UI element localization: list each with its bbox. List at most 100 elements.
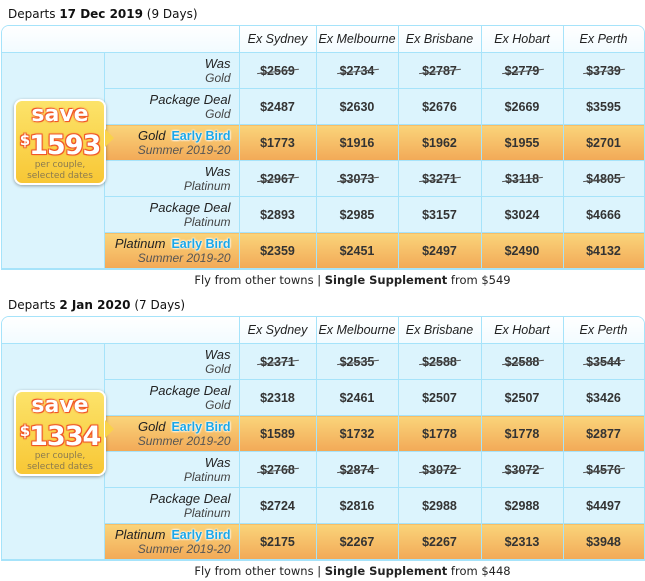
was-price: $2371: [260, 354, 295, 369]
price-cell[interactable]: $2359: [238, 232, 317, 269]
table-row: Gold Early Bird Summer 2019-20 $1773 $1916 $1…: [2, 124, 644, 161]
single-supplement-link[interactable]: Single Supplement: [324, 273, 448, 287]
price-cell[interactable]: $3948: [562, 523, 644, 560]
was-price: $2588: [422, 354, 457, 369]
price: $2701: [586, 135, 621, 150]
price-cell: $2371: [238, 343, 317, 380]
was-price: $2768: [260, 462, 295, 477]
price-cell[interactable]: $4666: [562, 196, 644, 233]
departure-title: Departs 2 Jan 2020 (7 Days): [8, 298, 186, 312]
departure-section: Departs 2 Jan 2020 (7 Days) Ex Sydney Ex …: [0, 294, 645, 581]
table-row: Platinum Early Bird Summer 2019-20 $2359 $24…: [2, 232, 644, 269]
price-cell[interactable]: $4497: [562, 487, 644, 524]
price-cell[interactable]: $2461: [315, 379, 399, 416]
fly-other-towns-link[interactable]: Fly from other towns: [194, 273, 314, 287]
column-header: Ex Perth: [562, 26, 644, 53]
price-cell[interactable]: $2985: [315, 196, 399, 233]
was-price: $4576: [586, 462, 621, 477]
price-cell[interactable]: $1778: [397, 415, 482, 452]
price-cell[interactable]: $2175: [238, 523, 317, 560]
price-cell[interactable]: $2318: [238, 379, 317, 416]
fare-label: Package Deal Gold: [103, 379, 240, 416]
price-cell[interactable]: $2451: [315, 232, 399, 269]
price-cell[interactable]: $3595: [562, 88, 644, 125]
table-row: Gold Early Bird Summer 2019-20 $1589 $1732 $1…: [2, 415, 644, 452]
price-cell[interactable]: $2507: [397, 379, 482, 416]
price: $2988: [422, 498, 457, 513]
price-cell[interactable]: $3426: [562, 379, 644, 416]
price: $2313: [504, 534, 540, 549]
price-cell[interactable]: $1732: [315, 415, 399, 452]
price-cell[interactable]: $2724: [238, 487, 317, 524]
price-cell[interactable]: $3024: [480, 196, 564, 233]
departure-date: 2 Jan 2020: [59, 298, 131, 312]
supplement-price: $448: [481, 564, 511, 578]
price-cell[interactable]: $1773: [238, 124, 317, 161]
price-cell: $3073: [315, 160, 399, 197]
departure-section: Departs 17 Dec 2019 (9 Days) Ex Sydney Ex…: [0, 3, 645, 290]
price-cell[interactable]: $2988: [397, 487, 482, 524]
price-cell[interactable]: $2877: [562, 415, 644, 452]
was-price: $2535: [339, 354, 375, 369]
price-cell[interactable]: $2701: [562, 124, 644, 161]
was-price: $2874: [339, 462, 375, 477]
price-cell[interactable]: $2669: [480, 88, 564, 125]
was-price: $2967: [260, 171, 295, 186]
price-cell[interactable]: $1778: [480, 415, 564, 452]
fly-other-towns-link[interactable]: Fly from other towns: [194, 564, 314, 578]
fare-label: Was Platinum: [103, 160, 240, 197]
table-row: Package Deal Gold $2487 $2630 $2676 $2669 $359…: [2, 88, 644, 125]
price-cell[interactable]: $2267: [315, 523, 399, 560]
price-cell[interactable]: $2630: [315, 88, 399, 125]
early-bird-tag: Early Bird: [171, 419, 231, 434]
price-cell[interactable]: $2893: [238, 196, 317, 233]
price: $2318: [260, 390, 295, 405]
price: $2507: [504, 390, 540, 405]
table-row: Package Deal Gold $2318 $2461 $2507 $2507 $342…: [2, 379, 644, 416]
price-cell[interactable]: $2816: [315, 487, 399, 524]
price: $4132: [586, 243, 621, 258]
price-cell[interactable]: $1962: [397, 124, 482, 161]
early-bird-tag: Early Bird: [171, 527, 231, 542]
table-row: Was Gold $2371 $2535 $2588 $2588 $3544: [2, 343, 644, 560]
price: $3426: [586, 390, 621, 405]
was-price: $3072: [422, 462, 457, 477]
was-price: $3544: [586, 354, 621, 369]
table-footer: Fly from other towns | Single Supplement…: [194, 273, 511, 287]
duration: (9 Days): [142, 7, 198, 21]
price: $2359: [260, 243, 295, 258]
price-cell[interactable]: $1916: [315, 124, 399, 161]
fare-label: Gold Early Bird Summer 2019-20: [103, 124, 240, 161]
price: $1778: [504, 426, 540, 441]
price: $2816: [339, 498, 375, 513]
single-supplement-link[interactable]: Single Supplement: [324, 564, 448, 578]
was-price: $2569: [260, 63, 295, 78]
price-cell[interactable]: $2507: [480, 379, 564, 416]
fare-label: Was Platinum: [103, 451, 240, 488]
price-cell[interactable]: $2490: [480, 232, 564, 269]
price-cell[interactable]: $1589: [238, 415, 317, 452]
price-cell[interactable]: $1955: [480, 124, 564, 161]
price-table: Ex Sydney Ex Melbourne Ex Brisbane Ex Hobar…: [1, 25, 645, 270]
price-cell: $4576: [562, 451, 644, 488]
price-cell[interactable]: $2267: [397, 523, 482, 560]
price-cell[interactable]: $2676: [397, 88, 482, 125]
price-cell: $4805: [562, 160, 644, 197]
price: $2630: [339, 99, 375, 114]
price: $2669: [504, 99, 540, 114]
price-cell[interactable]: $2988: [480, 487, 564, 524]
column-header: Ex Sydney: [238, 26, 317, 53]
price-cell: $2779: [480, 52, 564, 89]
price: $2893: [260, 207, 295, 222]
save-badge: save $1334 per couple, selected dates: [14, 390, 114, 476]
price-cell: $3118: [480, 160, 564, 197]
price-cell[interactable]: $3157: [397, 196, 482, 233]
table-row: Was Gold $2569 $2734 $2787 $2779 $3739: [2, 52, 644, 269]
price-cell[interactable]: $2497: [397, 232, 482, 269]
price-cell[interactable]: $4132: [562, 232, 644, 269]
price-cell: $2967: [238, 160, 317, 197]
price: $4497: [586, 498, 621, 513]
price-cell[interactable]: $2313: [480, 523, 564, 560]
was-price: $2588: [504, 354, 540, 369]
price-cell[interactable]: $2487: [238, 88, 317, 125]
